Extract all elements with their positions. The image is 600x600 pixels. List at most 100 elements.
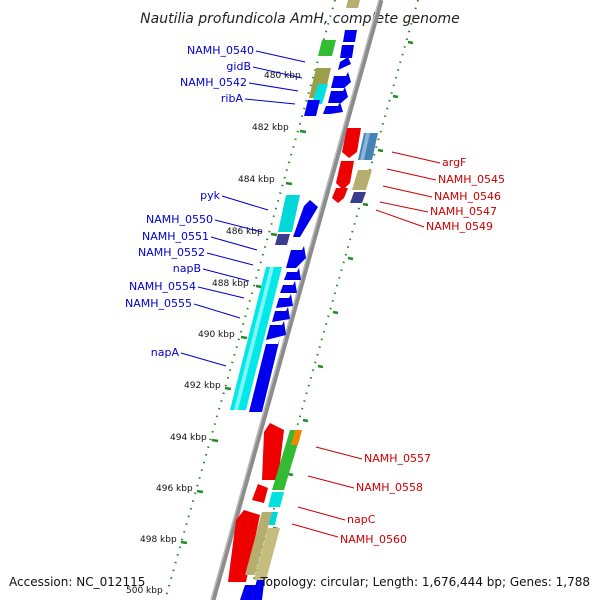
gene-label-NAMH_0557: NAMH_0557	[315, 446, 431, 465]
gene-arrow	[286, 246, 306, 268]
gene-label-napC: napC	[297, 506, 376, 526]
gene-label-argF: argF	[391, 151, 466, 169]
scale-label-486: 486 kbp	[226, 227, 263, 237]
gene-label-NAMH_0552: NAMH_0552	[138, 246, 254, 266]
reverse-gene-labels: argF NAMH_0545 NAMH_0546 NAMH_0547 NAMH_…	[291, 151, 505, 546]
svg-text:NAMH_0540: NAMH_0540	[187, 44, 254, 57]
gene-label-NAMH_0551: NAMH_0551	[142, 230, 258, 251]
svg-text:NAMH_0557: NAMH_0557	[364, 452, 431, 465]
light-cyan-stripe	[234, 267, 274, 410]
inner-major-ticks	[180, 78, 323, 545]
genome-backbone	[210, 0, 384, 600]
gene-label-NAMH_0540: NAMH_0540	[187, 44, 306, 63]
accession-text: Accession: NC_012115	[9, 575, 145, 589]
gene-arrow	[293, 200, 318, 237]
svg-text:NAMH_0550: NAMH_0550	[146, 213, 213, 226]
scale-label-482: 482 kbp	[252, 123, 289, 133]
svg-text:NAMH_0547: NAMH_0547	[430, 205, 497, 218]
gene-arrow	[328, 87, 348, 103]
indigo-block	[275, 234, 290, 245]
outer-feature-blocks	[240, 0, 378, 600]
svg-text:NAMH_0551: NAMH_0551	[142, 230, 209, 243]
gene-arrow	[266, 321, 286, 340]
orange-block	[291, 430, 302, 445]
gene-arrow	[338, 57, 351, 70]
svg-text:NAMH_0560: NAMH_0560	[340, 533, 407, 546]
gene-label-NAMH_0545: NAMH_0545	[386, 168, 505, 186]
light-stripe	[360, 133, 370, 160]
gene-arrow	[323, 102, 343, 114]
svg-text:NAMH_0546: NAMH_0546	[434, 190, 501, 203]
indigo-block	[350, 192, 366, 203]
svg-text:gidB: gidB	[226, 60, 251, 73]
scale-label-480: 480 kbp	[264, 71, 301, 81]
scale-label-498: 498 kbp	[140, 535, 177, 545]
forward-gene-arrows	[249, 30, 357, 600]
gene-arrow	[252, 484, 268, 503]
gene-arrow	[262, 423, 284, 480]
gene-label-ribA: ribA	[221, 92, 296, 105]
svg-text:napA: napA	[151, 346, 180, 359]
gene-label-NAMH_0542: NAMH_0542	[180, 76, 299, 92]
svg-text:NAMH_0554: NAMH_0554	[129, 280, 196, 293]
scale-label-500: 500 kbp	[126, 586, 163, 596]
svg-text:NAMH_0545: NAMH_0545	[438, 173, 505, 186]
svg-text:napC: napC	[347, 513, 376, 526]
gene-label-NAMH_0558: NAMH_0558	[307, 475, 423, 494]
gene-arrow	[252, 575, 265, 600]
olive-block	[254, 528, 280, 580]
gene-label-NAMH_0550: NAMH_0550	[146, 213, 263, 233]
svg-text:napB: napB	[173, 262, 201, 275]
scale-label-488: 488 kbp	[212, 279, 249, 289]
gene-label-napB: napB	[173, 262, 250, 282]
olive-block	[352, 170, 372, 190]
gene-label-gidB: gidB	[226, 60, 303, 79]
svg-text:NAMH_0555: NAMH_0555	[125, 297, 192, 310]
gene-arrow	[336, 161, 354, 190]
top-olive-block	[346, 0, 360, 8]
genome-summary-text: Topology: circular; Length: 1,676,444 bp…	[259, 575, 590, 589]
gene-label-NAMH_0546: NAMH_0546	[382, 185, 501, 203]
gene-arrow	[331, 72, 351, 88]
gene-arrow	[280, 281, 297, 293]
scale-label-484: 484 kbp	[238, 175, 275, 185]
gene-label-napA: napA	[151, 346, 227, 367]
gene-arrow	[272, 307, 290, 322]
svg-text:ribA: ribA	[221, 92, 244, 105]
gene-label-NAMH_0554: NAMH_0554	[129, 280, 245, 299]
svg-text:NAMH_0542: NAMH_0542	[180, 76, 247, 89]
gene-arrow	[276, 294, 293, 308]
scale-label-490: 490 kbp	[198, 330, 235, 340]
svg-text:pyk: pyk	[200, 189, 220, 202]
gene-label-NAMH_0547: NAMH_0547	[379, 201, 497, 218]
green-block	[318, 40, 336, 56]
gene-label-pyk: pyk	[200, 189, 269, 211]
gene-arrow	[228, 510, 260, 582]
svg-text:NAMH_0552: NAMH_0552	[138, 246, 205, 259]
gene-arrow	[340, 45, 354, 58]
gene-arrow	[284, 268, 301, 280]
gene-label-NAMH_0549: NAMH_0549	[375, 209, 493, 233]
svg-text:NAMH_0549: NAMH_0549	[426, 220, 493, 233]
gene-label-NAMH_0555: NAMH_0555	[125, 297, 241, 319]
gene-arrow	[342, 128, 361, 158]
svg-text:NAMH_0558: NAMH_0558	[356, 481, 423, 494]
scale-labels: 480 kbp 482 kbp 484 kbp 486 kbp 488 kbp …	[126, 71, 301, 596]
blue-block	[240, 585, 256, 600]
forward-gene-labels: NAMH_0540 gidB NAMH_0542 ribA pyk NAMH_0…	[125, 44, 306, 367]
gene-arrow	[343, 30, 357, 42]
gene-label-NAMH_0560: NAMH_0560	[291, 523, 407, 546]
scale-label-492: 492 kbp	[184, 381, 221, 391]
scale-label-496: 496 kbp	[156, 484, 193, 494]
blue-block	[304, 100, 320, 116]
map-title: Nautilia profundicola AmH, complete geno…	[140, 11, 460, 27]
scale-label-494: 494 kbp	[170, 433, 207, 443]
inner-feature-blocks	[230, 40, 336, 410]
cyan-block	[278, 195, 300, 232]
olive-block	[245, 512, 272, 575]
reverse-gene-arrows	[228, 128, 361, 582]
cyan-block	[268, 492, 284, 507]
cyan-block	[312, 84, 328, 104]
